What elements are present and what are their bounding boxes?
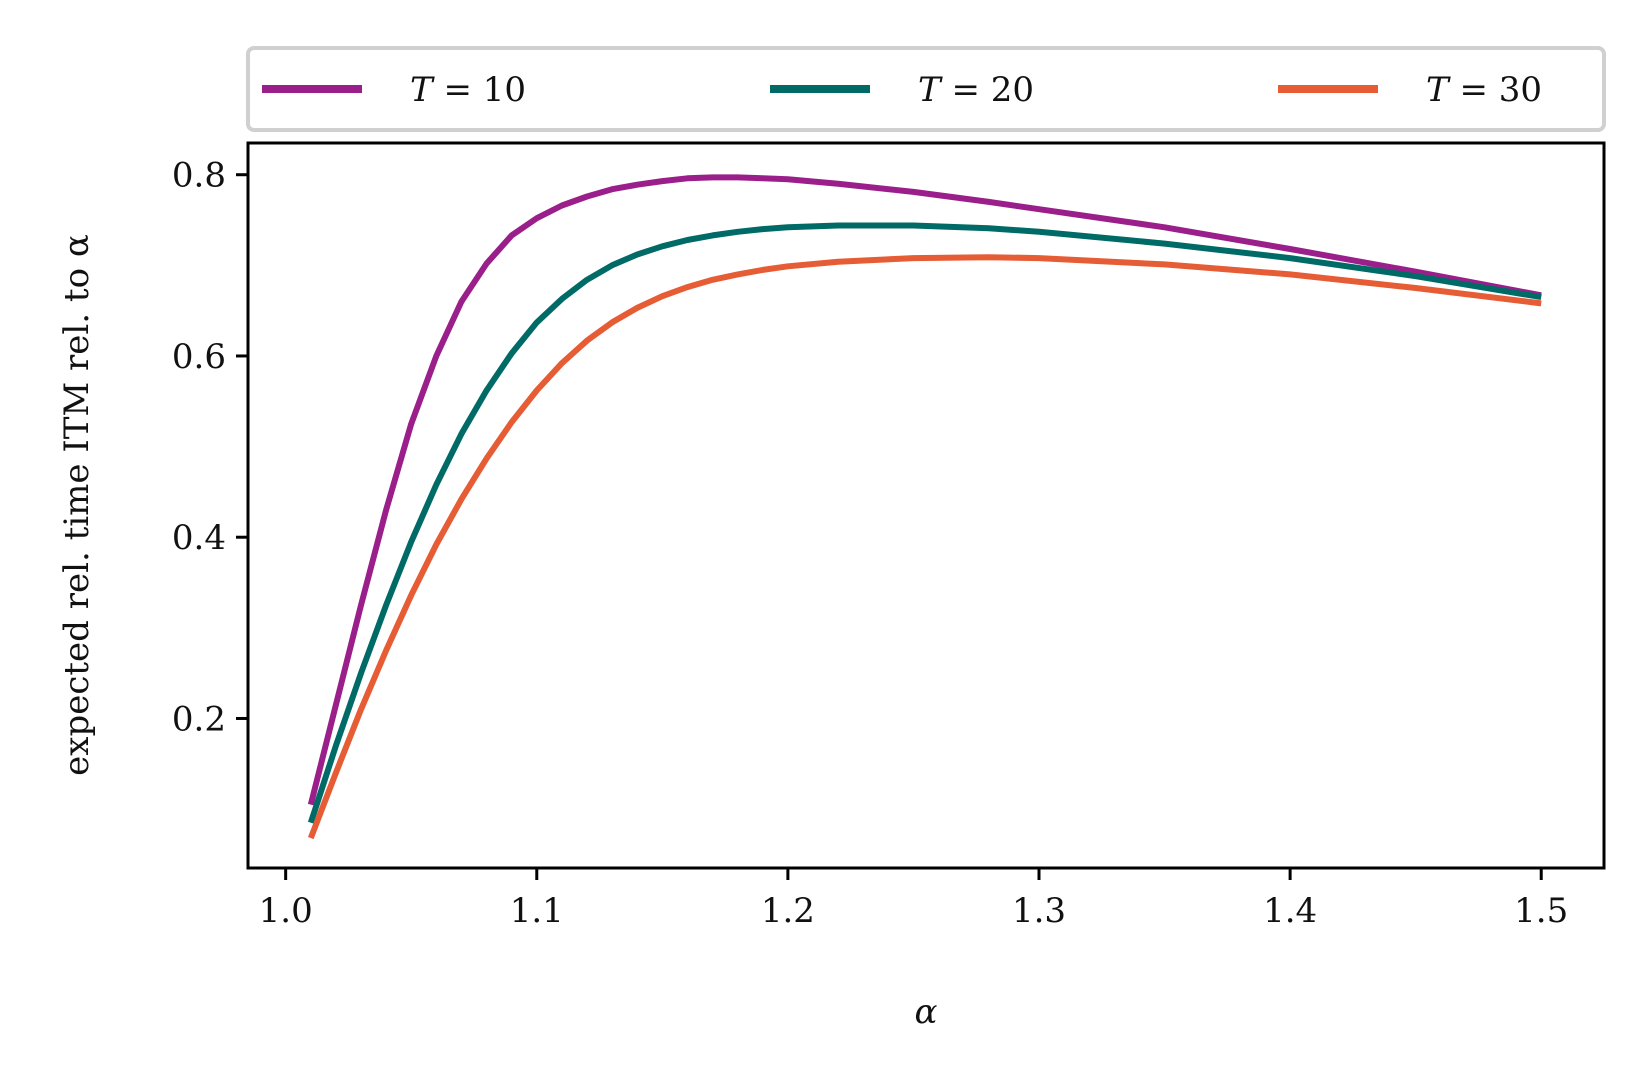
plot-area: 1.0 1.1 1.2 1.3 1.4 1.5 0.2 0.4 0.6 0.8: [172, 141, 1606, 931]
series-group: [307, 174, 1542, 840]
legend-label: T = 30: [1426, 70, 1542, 110]
series-line-20: [307, 222, 1542, 824]
x-tick-label: 1.5: [1514, 891, 1568, 931]
x-tick-label: 1.1: [510, 891, 564, 931]
y-tick-label: 0.8: [172, 156, 226, 196]
y-tick-label: 0.2: [172, 699, 226, 739]
plot-frame: [246, 141, 1606, 870]
y-tick-label: 0.6: [172, 337, 226, 377]
legend-label: T = 10: [410, 70, 526, 110]
x-tick-label: 1.0: [259, 891, 313, 931]
legend-label: T = 20: [918, 70, 1034, 110]
x-tick-label: 1.4: [1263, 891, 1317, 931]
x-axis: 1.0 1.1 1.2 1.3 1.4 1.5: [259, 868, 1568, 931]
series-line-30: [307, 254, 1542, 840]
x-tick-label: 1.3: [1012, 891, 1066, 931]
legend-items: T = 10 T = 20 T = 30: [262, 70, 1542, 110]
legend-frame: [246, 46, 1606, 132]
series-line-10: [307, 174, 1542, 806]
x-axis-label: α: [915, 992, 938, 1032]
y-axis: 0.2 0.4 0.6 0.8: [172, 156, 248, 739]
x-tick-label: 1.2: [761, 891, 815, 931]
y-axis-label: expected rel. time ITM rel. to α: [57, 234, 97, 776]
legend: T = 10 T = 20 T = 30: [246, 46, 1606, 132]
y-tick-label: 0.4: [172, 518, 226, 558]
